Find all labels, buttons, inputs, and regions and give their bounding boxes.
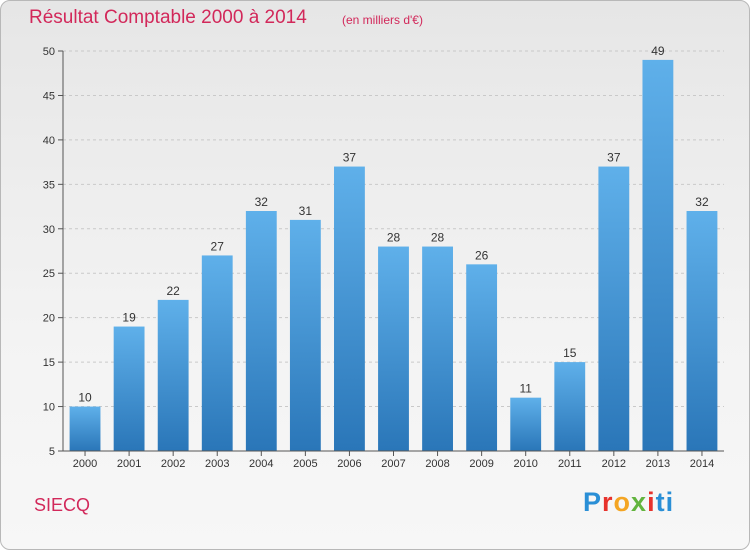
x-tick-label: 2009 (469, 458, 493, 470)
bar-2002[interactable] (157, 299, 189, 451)
x-tick-label: 2003 (205, 458, 229, 470)
bar-2000[interactable] (69, 406, 101, 451)
data-label: 22 (166, 284, 180, 298)
data-label: 15 (563, 346, 577, 360)
logo-letter: o (613, 487, 632, 517)
x-tick-label: 2006 (337, 458, 361, 470)
data-label: 10 (78, 391, 92, 405)
x-tick-label: 2007 (381, 458, 405, 470)
y-tick-label: 5 (49, 446, 55, 458)
bar-2007[interactable] (378, 246, 409, 451)
data-label: 26 (475, 248, 489, 262)
data-label: 32 (695, 195, 709, 209)
data-label: 11 (519, 382, 532, 396)
y-tick-label: 40 (43, 135, 55, 147)
bar-2006[interactable] (334, 166, 365, 452)
chart-subtitle: (en milliers d'€) (342, 13, 423, 27)
logo-letter: P (583, 487, 603, 517)
y-tick-label: 30 (43, 224, 55, 236)
bar-2003[interactable] (201, 255, 233, 451)
x-tick-label: 2001 (117, 458, 141, 470)
bar-2013[interactable] (642, 59, 674, 452)
data-label: 37 (343, 151, 357, 165)
bar-2014[interactable] (686, 211, 718, 451)
x-tick-label: 2000 (73, 458, 97, 470)
bar-2009[interactable] (466, 264, 498, 451)
x-tick-label: 2005 (293, 458, 317, 470)
data-label: 28 (431, 231, 445, 245)
x-tick-label: 2013 (646, 458, 670, 470)
bar-2011[interactable] (554, 362, 586, 451)
data-label: 49 (651, 44, 665, 58)
logo-letter: r (602, 487, 614, 517)
y-tick-label: 35 (43, 179, 55, 191)
chart-title: Résultat Comptable 2000 à 2014 (29, 7, 307, 28)
proxiti-logo[interactable]: Proxiti (583, 487, 674, 518)
data-label: 37 (607, 151, 621, 165)
bar-2008[interactable] (422, 246, 453, 451)
logo-letter: x (631, 487, 648, 517)
y-tick-label: 15 (43, 357, 55, 369)
data-label: 32 (255, 195, 269, 209)
data-label: 28 (387, 231, 401, 245)
bar-2010[interactable] (510, 397, 542, 451)
logo-letter: i (647, 487, 656, 517)
x-tick-label: 2002 (161, 458, 185, 470)
y-tick-label: 20 (43, 313, 55, 325)
y-tick-label: 45 (43, 90, 55, 102)
bar-2001[interactable] (113, 326, 145, 451)
x-tick-label: 2012 (602, 458, 626, 470)
data-label: 27 (211, 239, 225, 253)
logo-letter: ti (655, 487, 675, 517)
y-tick-label: 10 (43, 402, 55, 414)
commune-name: SIECQ (34, 495, 91, 515)
y-tick-label: 50 (43, 46, 55, 58)
bar-2005[interactable] (289, 219, 321, 451)
data-label: 31 (299, 204, 313, 218)
x-tick-label: 2008 (425, 458, 449, 470)
y-tick-label: 25 (43, 268, 55, 280)
x-tick-label: 2010 (513, 458, 537, 470)
bar-2012[interactable] (598, 166, 630, 452)
bar-2004[interactable] (245, 211, 277, 451)
data-label: 19 (122, 311, 136, 325)
x-tick-label: 2011 (558, 458, 582, 470)
x-tick-label: 2004 (249, 458, 273, 470)
x-tick-label: 2014 (690, 458, 714, 470)
